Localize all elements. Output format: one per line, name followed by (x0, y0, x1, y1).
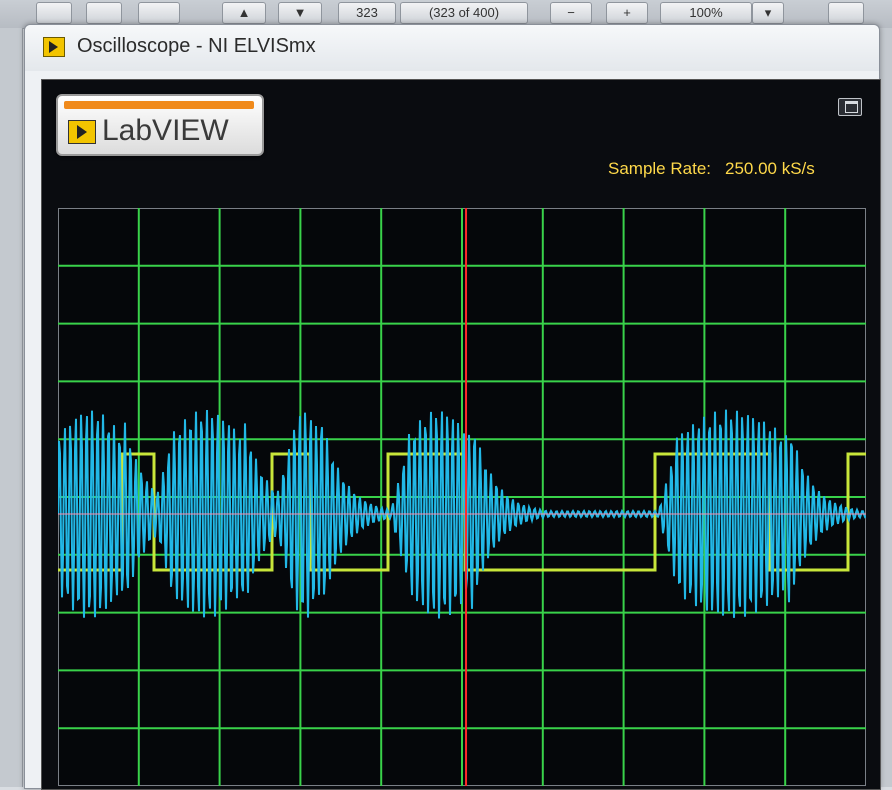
zoom-out-button[interactable]: − (550, 2, 592, 24)
zoom-field[interactable]: 100% (660, 2, 752, 24)
title-bar[interactable]: Oscilloscope - NI ELVISmx (25, 25, 879, 71)
toolbar-button[interactable] (36, 2, 72, 24)
background-toolbar: ▲ ▼ 323 (323 of 400) − + 100% ▾ (0, 0, 892, 29)
graph-grid (58, 208, 866, 786)
toolbar-button[interactable] (138, 2, 180, 24)
window-title: Oscilloscope - NI ELVISmx (77, 35, 316, 57)
toolbar-button[interactable] (828, 2, 864, 24)
sample-rate-value: 250.00 kS/s (725, 159, 815, 178)
oscilloscope-graph[interactable] (58, 208, 866, 786)
logo-text: LabVIEW (102, 114, 229, 147)
down-arrow-button[interactable]: ▼ (278, 2, 322, 24)
up-arrow-button[interactable]: ▲ (222, 2, 266, 24)
labview-app-icon[interactable] (43, 37, 65, 57)
sample-rate-label: Sample Rate: (608, 159, 711, 178)
zoom-dropdown-icon[interactable]: ▾ (752, 2, 784, 24)
restore-window-icon[interactable] (838, 98, 862, 116)
page-number-field[interactable]: 323 (338, 2, 396, 24)
background-left-panel (0, 28, 23, 787)
labview-icon (68, 120, 96, 144)
sample-rate-display: Sample Rate: 250.00 kS/s (608, 159, 815, 179)
logo-stripe (64, 101, 254, 109)
page-count-label: (323 of 400) (400, 2, 528, 24)
zoom-in-button[interactable]: + (606, 2, 648, 24)
channel-1-waveform (58, 409, 866, 619)
labview-logo: LabVIEW (56, 94, 264, 156)
oscilloscope-window: Oscilloscope - NI ELVISmx LabVIEW Sample… (24, 24, 881, 790)
scope-panel: LabVIEW Sample Rate: 250.00 kS/s (41, 79, 881, 790)
toolbar-button[interactable] (86, 2, 122, 24)
